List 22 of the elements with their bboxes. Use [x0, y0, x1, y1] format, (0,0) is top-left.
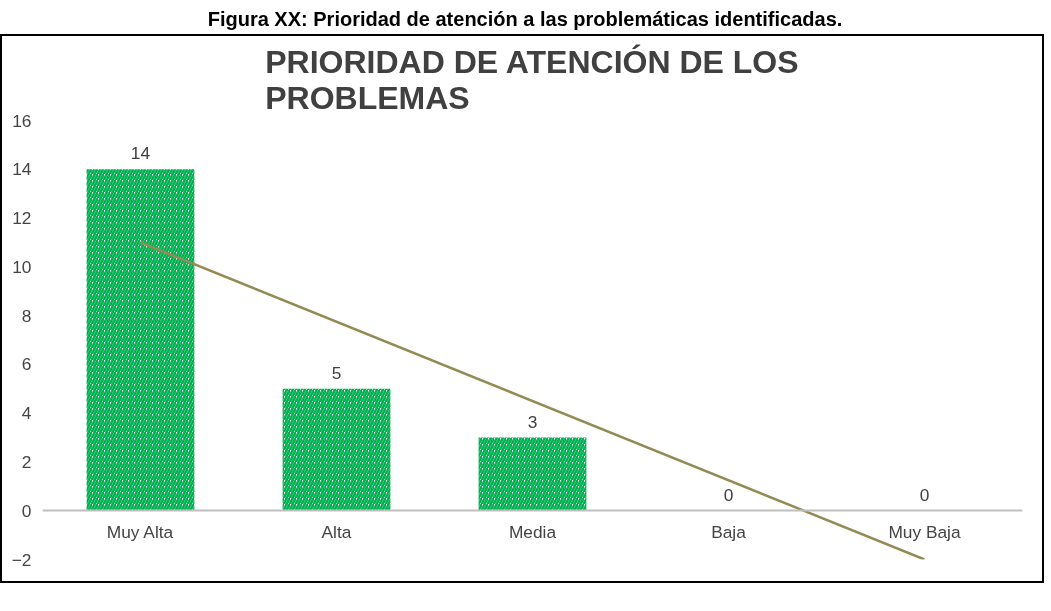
y-tick-label: 4	[21, 403, 32, 424]
chart-title: PRIORIDAD DE ATENCIÓN DE LOS PROBLEMAS	[265, 43, 799, 116]
data-label: 14	[130, 143, 151, 164]
y-tick-label: 12	[12, 208, 32, 229]
data-label: 0	[919, 484, 930, 505]
data-label: 0	[723, 484, 734, 505]
x-tick-label: Alta	[321, 521, 352, 542]
y-tick-label: 2	[21, 451, 32, 472]
y-tick-label: 16	[12, 110, 32, 131]
x-tick-label: Media	[508, 521, 557, 542]
y-tick-label: 14	[12, 159, 32, 180]
y-tick-label: −2	[11, 549, 32, 570]
y-tick-label: 8	[21, 305, 32, 326]
text: Figura XX: Prioridad de atención a las problemáticas identificadas.	[207, 7, 843, 32]
x-tick-label: Muy Alta	[106, 521, 174, 542]
data-label: 5	[331, 362, 342, 383]
x-tick-label: Baja	[711, 521, 747, 542]
y-tick-label: 6	[21, 354, 32, 375]
y-tick-label: 10	[12, 256, 32, 277]
x-tick-label: Muy Baja	[888, 521, 961, 542]
y-tick-label: 0	[21, 500, 32, 521]
data-label: 3	[527, 411, 538, 432]
